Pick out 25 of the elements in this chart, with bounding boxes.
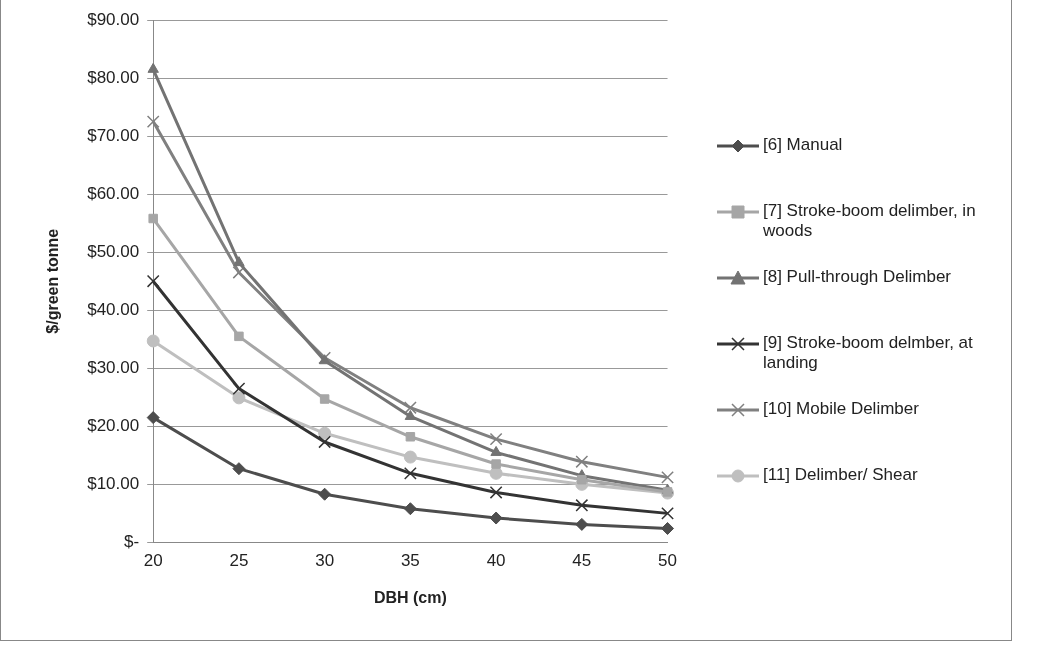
y-tick-label: $10.00 [87, 474, 140, 494]
y-tick-label: $60.00 [87, 183, 140, 203]
y-tick-label: $20.00 [87, 416, 140, 435]
y-tick-label: $90.00 [87, 9, 140, 29]
legend-label: [11] Delimber/ Shear [763, 465, 918, 485]
y-tick-label: $- [124, 532, 140, 552]
y-tick-label: $30.00 [87, 357, 140, 377]
y-tick-label: $70.00 [87, 125, 140, 145]
x-tick-label: 50 [658, 551, 678, 571]
y-tick-label: $40.00 [87, 299, 140, 319]
legend-label: [8] Pull-through Delimber [763, 267, 952, 287]
y-tick-label: $50.00 [87, 241, 140, 261]
x-tick-label: 20 [143, 551, 163, 571]
x-tick-label: 45 [572, 551, 592, 571]
x-axis-title: DBH (cm) [373, 588, 447, 606]
legend-label: [10] Mobile Delimber [763, 399, 919, 419]
y-tick-label: $80.00 [87, 67, 140, 87]
x-tick-label: 25 [229, 551, 249, 571]
x-tick-label: 35 [400, 551, 420, 571]
x-tick-label: 30 [315, 551, 335, 571]
legend-label: [6] Manual [763, 135, 843, 155]
x-tick-label: 40 [486, 551, 506, 571]
legend-label: [9] Stroke-boom delmber, at landing [763, 333, 974, 373]
legend-label: [7] Stroke-boom delimber, in woods [763, 201, 977, 241]
y-axis-title: $/green tonne [44, 228, 62, 334]
